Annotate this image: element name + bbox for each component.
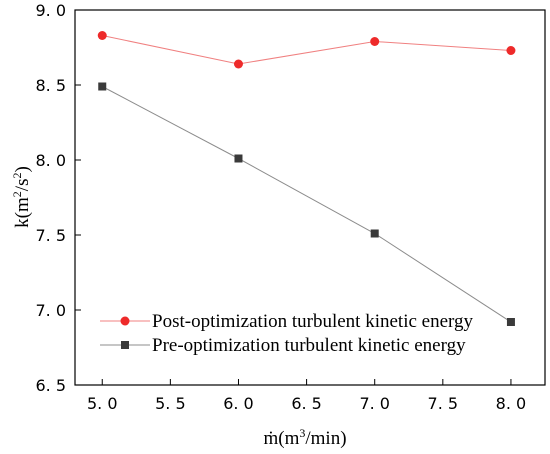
data-point-1-1 xyxy=(234,154,243,163)
x-axis-title: ṁ(m3/min) xyxy=(263,426,346,449)
plot-frame xyxy=(74,9,546,386)
data-point-0-2 xyxy=(370,37,380,46)
data-point-1-0 xyxy=(98,82,107,91)
data-point-0-1 xyxy=(233,59,243,69)
y-axis-title: k(m2/s2) xyxy=(10,166,33,228)
x-tick-label: 7. 0 xyxy=(359,394,390,413)
x-axis: 5. 0 5. 5 6. 0 6. 5 7. 0 7. 5 8. 0 xyxy=(87,379,526,413)
y-tick-label: 7. 5 xyxy=(35,226,66,245)
y-tick-label: 8. 0 xyxy=(35,151,66,170)
data-point-1-2 xyxy=(370,229,379,238)
data-point-1-3 xyxy=(506,318,515,326)
legend: Post-optimization turbulent kinetic ener… xyxy=(100,311,474,356)
series-line-1 xyxy=(102,86,512,323)
y-tick-label: 9. 0 xyxy=(35,1,66,20)
x-tick-label: 5. 5 xyxy=(155,394,186,413)
legend-marker-post xyxy=(120,316,130,326)
y-tick-label: 6. 5 xyxy=(35,376,66,395)
y-axis: 6. 5 7. 0 7. 5 8. 0 8. 5 9. 0 xyxy=(35,1,81,395)
x-tick-label: 7. 5 xyxy=(428,394,459,413)
series-line-0 xyxy=(102,35,511,65)
x-tick-label: 6. 5 xyxy=(291,394,322,413)
legend-label-pre: Pre-optimization turbulent kinetic energ… xyxy=(152,335,466,356)
series-layer xyxy=(97,31,516,326)
x-tick-label: 5. 0 xyxy=(87,394,118,413)
data-point-0-0 xyxy=(97,31,107,40)
x-tick-label: 8. 0 xyxy=(496,394,527,413)
x-tick-label: 6. 0 xyxy=(223,394,254,413)
data-point-0-3 xyxy=(506,46,516,55)
legend-marker-pre xyxy=(121,341,129,349)
y-tick-label: 7. 0 xyxy=(35,301,66,320)
y-tick-label: 8. 5 xyxy=(35,76,66,95)
legend-label-post: Post-optimization turbulent kinetic ener… xyxy=(152,311,474,332)
